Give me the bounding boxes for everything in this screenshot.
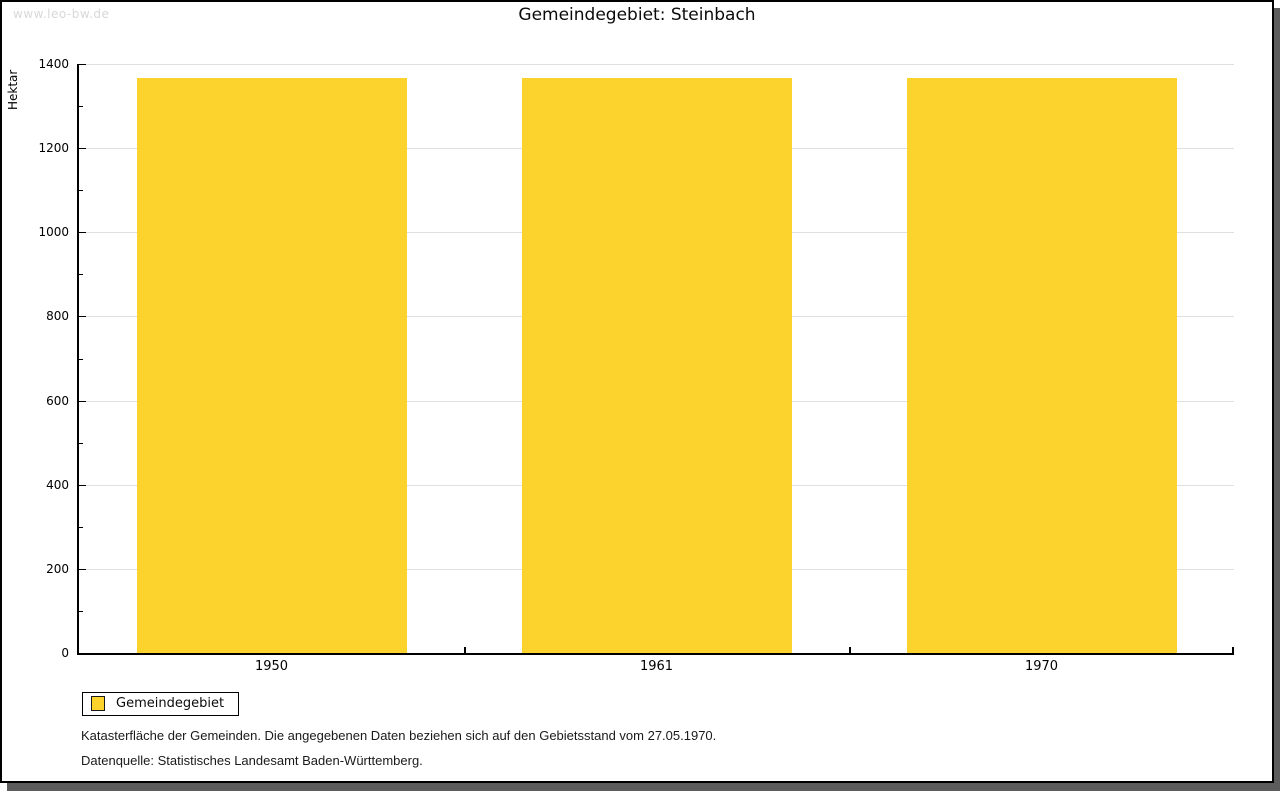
legend-swatch-icon <box>91 696 105 711</box>
x-axis-label: 1970 <box>1024 659 1059 674</box>
y-tick-minor <box>79 358 83 360</box>
x-tick <box>849 647 851 653</box>
chart-title: Gemeindegebiet: Steinbach <box>518 5 756 25</box>
y-tick-label: 400 <box>46 477 69 492</box>
gridline <box>79 64 1234 65</box>
y-tick-major <box>79 64 86 65</box>
plot-area: 0 200 400 600 800 1000 1200 1400 1950 1961 1970 <box>38 58 1234 674</box>
y-tick-minor <box>79 442 83 444</box>
y-tick-label: 200 <box>46 561 69 576</box>
y-axis-label: Hektar <box>6 69 20 110</box>
x-axis-label: 1961 <box>639 659 674 674</box>
bar <box>521 78 792 653</box>
y-tick-minor <box>79 610 83 612</box>
y-tick-label: 1200 <box>38 141 69 156</box>
y-tick-major <box>79 316 86 318</box>
y-tick-minor <box>79 526 83 528</box>
y-tick-minor <box>79 106 83 108</box>
bar <box>136 78 407 653</box>
footnote-line-2: Datenquelle: Statistisches Landesamt Bad… <box>81 753 423 768</box>
x-axis-label: 1950 <box>254 659 289 674</box>
y-tick-minor <box>79 190 83 192</box>
y-tick-label: 1000 <box>38 225 69 240</box>
y-tick-label: 1400 <box>38 57 69 71</box>
legend-label: Gemeindegebiet <box>116 696 225 711</box>
y-tick-major <box>79 232 86 234</box>
x-tick <box>1232 647 1234 653</box>
footnote-line-1: Katasterfläche der Gemeinden. Die angege… <box>81 728 717 743</box>
watermark: www.leo-bw.de <box>13 7 110 21</box>
y-tick-major <box>79 148 86 150</box>
y-tick-label: 800 <box>46 309 69 324</box>
y-tick-major <box>79 484 86 486</box>
y-tick-major <box>79 400 86 402</box>
y-tick-label: 0 <box>61 646 69 660</box>
x-tick <box>464 647 466 653</box>
bar <box>906 78 1177 653</box>
legend: Gemeindegebiet <box>82 692 240 716</box>
y-tick-major <box>79 568 86 570</box>
y-tick-label: 600 <box>46 393 69 408</box>
y-tick-minor <box>79 274 83 276</box>
